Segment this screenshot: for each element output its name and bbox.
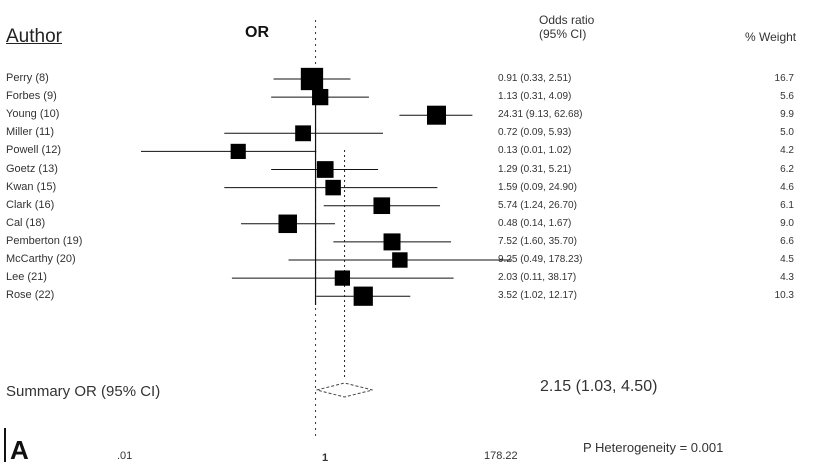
study-author: Lee (21) — [6, 271, 47, 284]
study-ci-text: 0.48 (0.14, 1.67) — [498, 217, 572, 229]
study-weight: 9.9 — [780, 109, 794, 121]
study-author: Perry (8) — [6, 72, 49, 84]
study-ci-text: 1.59 (0.09, 24.90) — [498, 181, 577, 193]
summary-label: Summary OR (95% CI) — [6, 383, 161, 400]
study-ci-text: 0.72 (0.09, 5.93) — [498, 127, 572, 139]
author-column-header: Author — [6, 26, 62, 47]
study-ci-text: 5.74 (1.24, 26.70) — [498, 199, 577, 211]
study-point — [278, 214, 297, 234]
study-author: Young (10) — [6, 108, 60, 121]
study-weight: 4.5 — [780, 254, 794, 265]
summary-diamond — [316, 382, 373, 398]
study-point — [334, 270, 351, 286]
study-point — [295, 125, 312, 142]
study-point — [373, 197, 391, 215]
study-point — [383, 233, 401, 251]
study-weight: 4.6 — [780, 181, 794, 193]
study-weight: 16.7 — [774, 73, 794, 84]
x-tick-label: 178.22 — [484, 450, 518, 462]
study-author: Goetz (13) — [6, 162, 58, 175]
study-point — [300, 67, 324, 91]
study-ci-text: 2.03 (0.11, 38.17) — [498, 272, 577, 284]
study-ci-text: 1.13 (0.31, 4.09) — [498, 91, 572, 103]
study-author: Clark (16) — [6, 198, 55, 211]
study-ci-text: 24.31 (9.13, 62.68) — [498, 109, 583, 121]
study-weight: 5.0 — [780, 127, 794, 139]
x-tick-label: .01 — [117, 450, 133, 462]
study-author: Forbes (9) — [6, 90, 57, 103]
heterogeneity-text: P Heterogeneity = 0.001 — [583, 440, 724, 455]
study-ci-text: 0.13 (0.01, 1.02) — [498, 145, 572, 157]
study-weight: 4.3 — [780, 272, 794, 284]
study-ci-text: 0.91 (0.33, 2.51) — [498, 73, 572, 84]
study-point — [312, 88, 329, 106]
study-author: Kwan (15) — [6, 180, 57, 193]
study-point — [316, 161, 334, 178]
x-tick-label: 1 — [322, 452, 329, 464]
study-author: Pemberton (19) — [6, 234, 83, 247]
study-ci-text: 7.52 (1.60, 35.70) — [498, 235, 577, 247]
study-point — [353, 286, 373, 306]
study-author: Miller (11) — [6, 126, 55, 139]
study-ci-text: 3.52 (1.02, 12.17) — [498, 290, 577, 302]
study-weight: 9.0 — [780, 217, 794, 229]
or-column-header: OR — [245, 24, 269, 41]
study-point — [230, 143, 246, 159]
study-weight: 6.2 — [780, 163, 794, 175]
study-author: Rose (22) — [6, 289, 55, 302]
study-weight: 5.6 — [780, 91, 794, 103]
summary-value: 2.15 (1.03, 4.50) — [540, 378, 658, 395]
study-weight: 6.6 — [780, 235, 794, 247]
study-author: Cal (18) — [6, 216, 46, 229]
odds-ratio-column-header: Odds ratio (95% CI) — [539, 13, 595, 41]
study-weight: 10.3 — [774, 290, 794, 302]
panel-label: A — [10, 435, 29, 465]
study-point — [392, 252, 408, 268]
study-weight: 4.2 — [780, 145, 794, 157]
study-point — [325, 179, 341, 196]
study-author: Powell (12) — [6, 144, 62, 157]
study-ci-text: 1.29 (0.31, 5.21) — [498, 163, 572, 175]
study-ci-text: 9.25 (0.49, 178.23) — [498, 254, 583, 265]
weight-column-header: % Weight — [745, 30, 797, 44]
study-point — [426, 105, 446, 125]
study-weight: 6.1 — [780, 199, 794, 211]
study-author: McCarthy (20) — [6, 253, 76, 265]
